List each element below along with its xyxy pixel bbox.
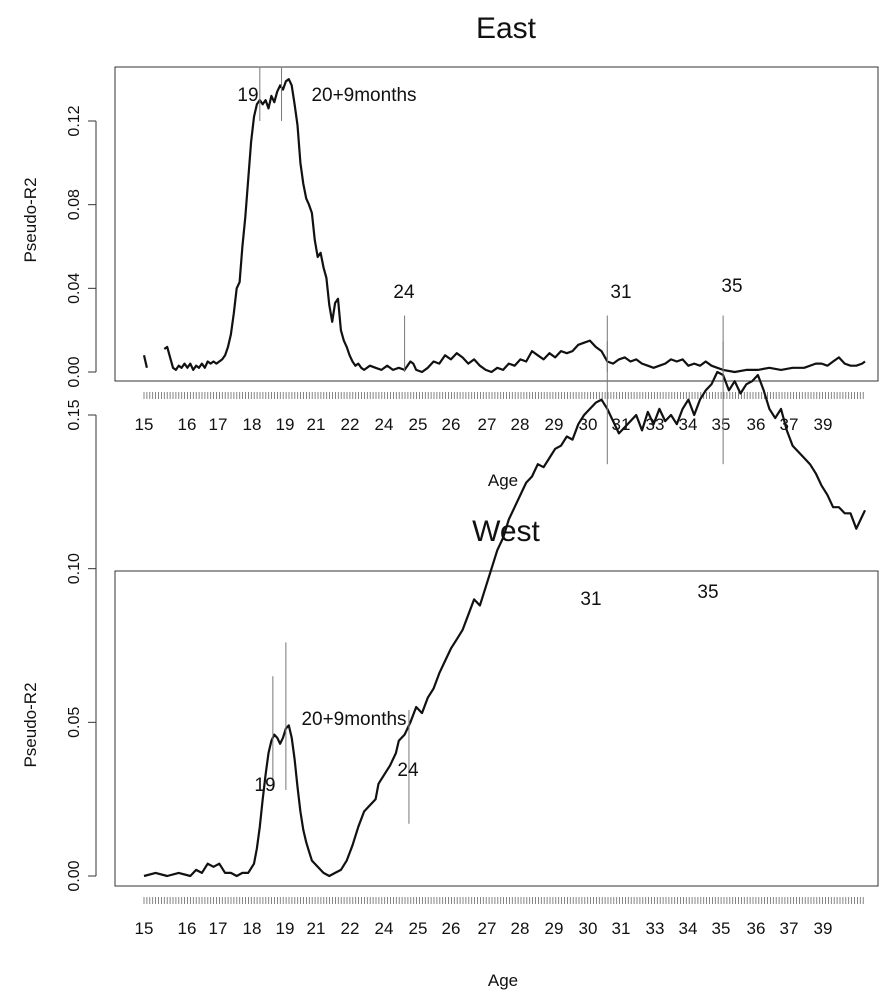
west-x-tick-label: 15 [135, 919, 154, 938]
east-x-tick-label: 39 [814, 415, 833, 434]
west-y-axis-label: Pseudo-R2 [21, 682, 40, 767]
west-x-tick-label: 36 [747, 919, 766, 938]
east-x-tick-label: 30 [579, 415, 598, 434]
east-y-tick-label: 0.04 [66, 273, 83, 304]
east-y-tick-label: 0.12 [66, 105, 83, 136]
west-annotation-label: 19 [254, 775, 275, 796]
east-annotation-label: 20+9months [311, 85, 416, 106]
west-annotation-label: 20+9months [301, 709, 406, 730]
west-x-tick-label: 27 [478, 919, 497, 938]
east-x-tick-label: 34 [679, 415, 698, 434]
east-x-tick-label: 15 [135, 415, 154, 434]
west-x-tick-label: 17 [209, 919, 228, 938]
east-x-tick-label: 29 [545, 415, 564, 434]
west-x-axis-label: Age [488, 971, 518, 990]
west-x-tick-label: 29 [545, 919, 564, 938]
east-y-axis-label: Pseudo-R2 [21, 177, 40, 262]
east-annotation-label: 31 [610, 282, 631, 303]
west-x-tick-label: 39 [814, 919, 833, 938]
west-plot-frame [114, 570, 879, 887]
west-x-axis-ticks [143, 897, 864, 904]
west-annotation-label: 31 [580, 589, 601, 610]
west-annotation-label: 35 [697, 582, 718, 603]
west-x-tick-label: 33 [646, 919, 665, 938]
east-x-tick-label: 27 [478, 415, 497, 434]
west-chart-title: West [472, 515, 540, 548]
west-y-tick-label: 0.00 [66, 860, 83, 891]
east-x-axis-label: Age [488, 471, 518, 490]
east-series-line [163, 78, 866, 374]
east-x-tick-label: 33 [646, 415, 665, 434]
west-y-tick-label: 0.05 [66, 707, 83, 738]
west-x-tick-label: 19 [276, 919, 295, 938]
east-plot-frame [114, 66, 879, 382]
east-x-tick-label: 21 [307, 415, 326, 434]
east-y-tick-label: 0.08 [66, 189, 83, 220]
east-x-tick-label: 26 [442, 415, 461, 434]
west-x-tick-label: 28 [511, 919, 530, 938]
west-x-tick-label: 22 [341, 919, 360, 938]
east-x-tick-label: 19 [276, 415, 295, 434]
east-x-tick-label: 36 [747, 415, 766, 434]
west-x-tick-label: 24 [375, 919, 394, 938]
chart-east: East Age Pseudo-R2 0.00 0.04 0.08 0.12 15 16 1… [21, 12, 879, 490]
east-x-tick-label: 17 [209, 415, 228, 434]
east-x-tick-label: 28 [511, 415, 530, 434]
west-x-tick-labels: 15 16 17 18 19 21 22 24 25 26 27 28 29 30 31 33 34 35 36 37… [135, 919, 833, 938]
west-x-tick-label: 35 [712, 919, 731, 938]
west-x-tick-label: 18 [243, 919, 262, 938]
west-y-tick-label: 0.15 [66, 399, 83, 430]
west-annotation-label: 24 [397, 760, 419, 781]
east-series-line [142, 355, 148, 369]
east-chart-title: East [476, 12, 537, 45]
east-annotation-label: 24 [393, 282, 415, 303]
west-x-tick-label: 26 [442, 919, 461, 938]
west-x-tick-label: 21 [307, 919, 326, 938]
west-x-tick-label: 16 [178, 919, 197, 938]
west-x-tick-label: 31 [612, 919, 631, 938]
east-annotation-label: 35 [721, 276, 742, 297]
west-y-tick-label: 0.10 [66, 553, 83, 584]
east-x-tick-label: 16 [178, 415, 197, 434]
east-y-tick-label: 0.00 [66, 356, 83, 387]
west-x-tick-label: 37 [780, 919, 799, 938]
west-x-tick-label: 30 [579, 919, 598, 938]
east-x-tick-label: 35 [712, 415, 731, 434]
west-x-tick-label: 34 [679, 919, 698, 938]
west-x-tick-label: 25 [409, 919, 428, 938]
east-x-tick-label: 18 [243, 415, 262, 434]
east-annotation-label: 19 [237, 85, 258, 106]
east-x-axis-ticks [143, 392, 864, 399]
east-x-tick-label: 24 [375, 415, 394, 434]
east-x-tick-labels: 15 16 17 18 19 21 22 24 25 26 27 28 29 30 31 33 34 35 36 37… [135, 415, 833, 434]
east-y-axis: 0.00 0.04 0.08 0.12 [66, 105, 97, 388]
west-series-line [143, 370, 866, 878]
west-y-axis: 0.00 0.05 0.10 0.15 [66, 399, 97, 892]
east-x-tick-label: 22 [341, 415, 360, 434]
east-x-tick-label: 25 [409, 415, 428, 434]
